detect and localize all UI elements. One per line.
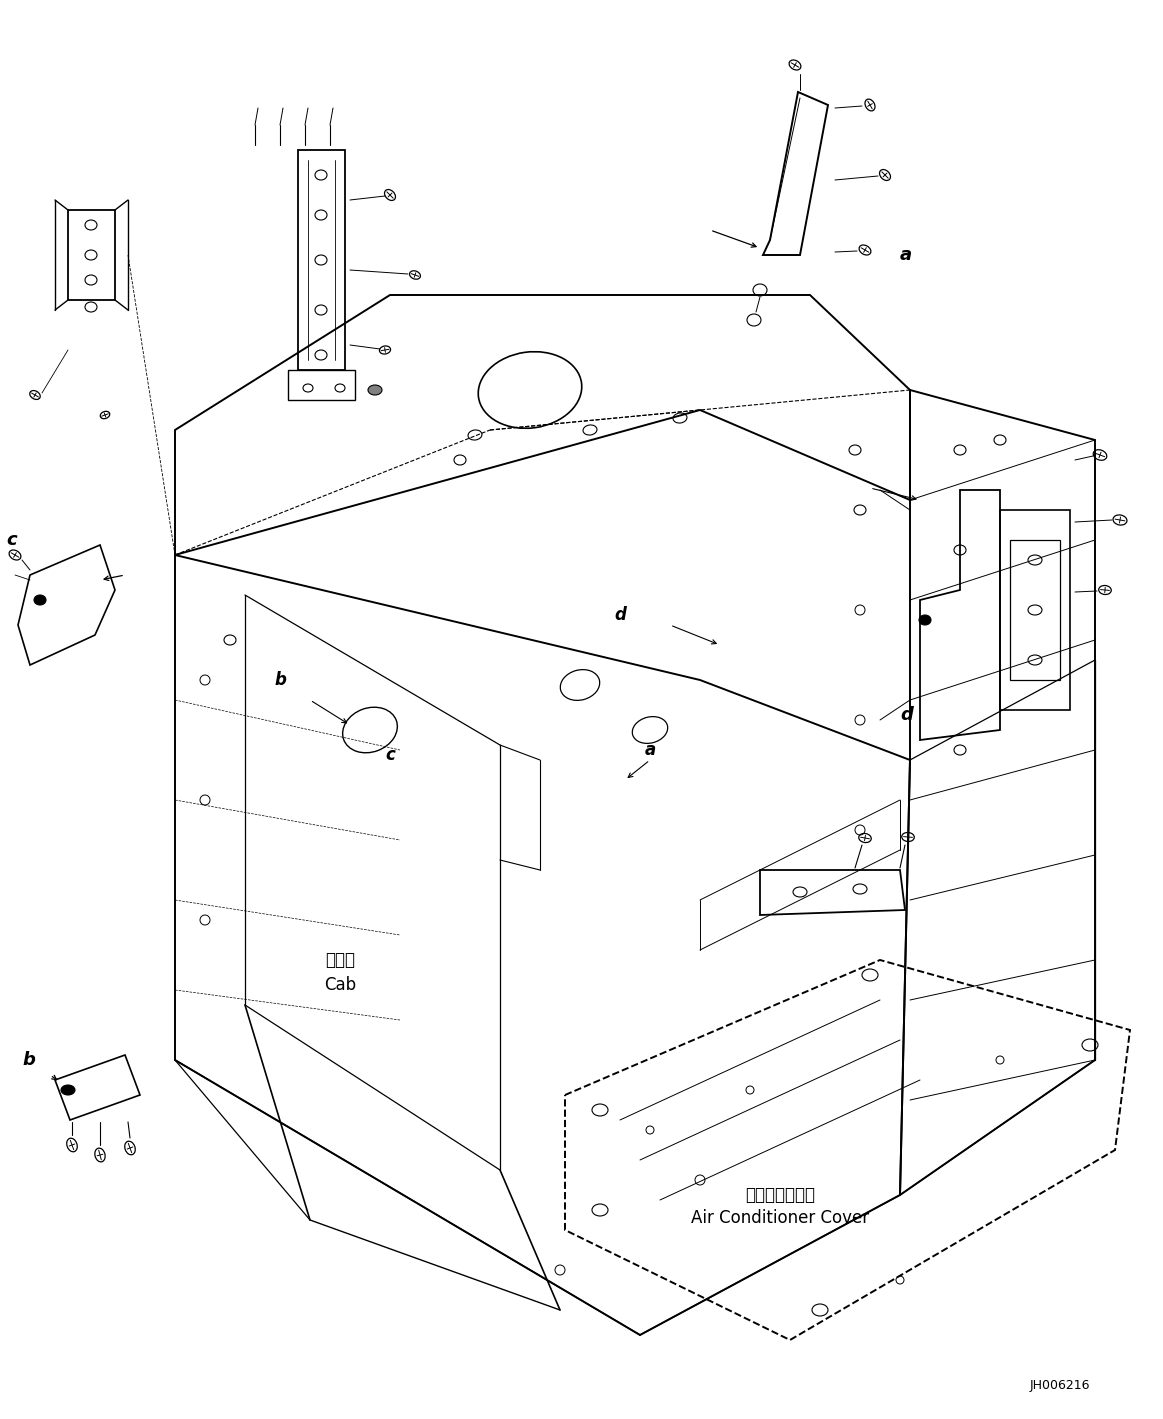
Text: c: c xyxy=(7,531,17,549)
Text: JH006216: JH006216 xyxy=(1029,1378,1090,1392)
Text: b: b xyxy=(274,671,286,690)
Text: Cab: Cab xyxy=(324,976,356,993)
Text: d: d xyxy=(614,606,626,624)
Bar xyxy=(1000,509,1070,710)
Text: a: a xyxy=(900,245,912,264)
Text: c: c xyxy=(385,746,395,763)
Text: d: d xyxy=(900,707,913,724)
Text: b: b xyxy=(22,1051,35,1069)
Ellipse shape xyxy=(368,385,381,394)
Ellipse shape xyxy=(34,595,47,604)
Text: キャブ: キャブ xyxy=(324,951,355,969)
Ellipse shape xyxy=(919,614,932,624)
Text: a: a xyxy=(644,741,656,759)
Ellipse shape xyxy=(60,1086,74,1095)
Bar xyxy=(1009,541,1059,680)
Text: エアコンカバー: エアコンカバー xyxy=(745,1186,815,1203)
Text: Air Conditioner Cover: Air Conditioner Cover xyxy=(691,1209,869,1227)
